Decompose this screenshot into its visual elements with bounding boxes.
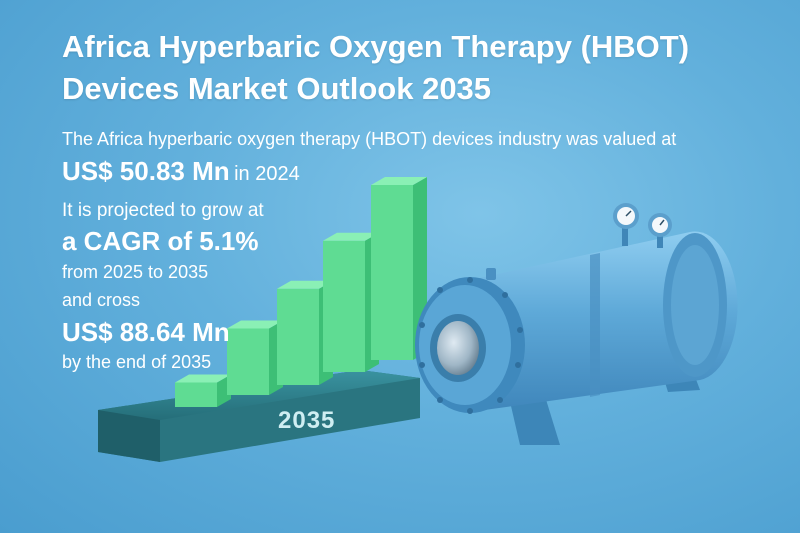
period-text: from 2025 to 2035 — [62, 262, 209, 282]
value-2024-suffix: in 2024 — [234, 163, 300, 185]
page-title: Africa Hyperbaric Oxygen Therapy (HBOT) … — [62, 29, 690, 106]
growth-bars — [175, 177, 427, 407]
value-2035: US$ 88.64 Mn — [62, 317, 230, 347]
intro-text: The Africa hyperbaric oxygen therapy (HB… — [62, 129, 677, 149]
growth-bar — [227, 320, 283, 395]
pressure-gauge-icon — [648, 213, 672, 237]
growth-bar — [323, 232, 379, 372]
by-end-text: by the end of 2035 — [62, 352, 212, 372]
cagr-text: a CAGR of 5.1% — [62, 226, 259, 256]
hyperbaric-chamber — [415, 222, 738, 414]
value-2024: US$ 50.83 Mn — [62, 156, 230, 186]
platform-year-label: 2035 — [278, 407, 336, 434]
grow-text: It is projected to grow at — [62, 200, 264, 221]
growth-bar — [175, 374, 231, 407]
pressure-gauge-icon — [613, 203, 639, 229]
value-2024-line: US$ 50.83 Mn in 2024 — [62, 156, 300, 187]
and-cross-text: and cross — [62, 290, 141, 310]
